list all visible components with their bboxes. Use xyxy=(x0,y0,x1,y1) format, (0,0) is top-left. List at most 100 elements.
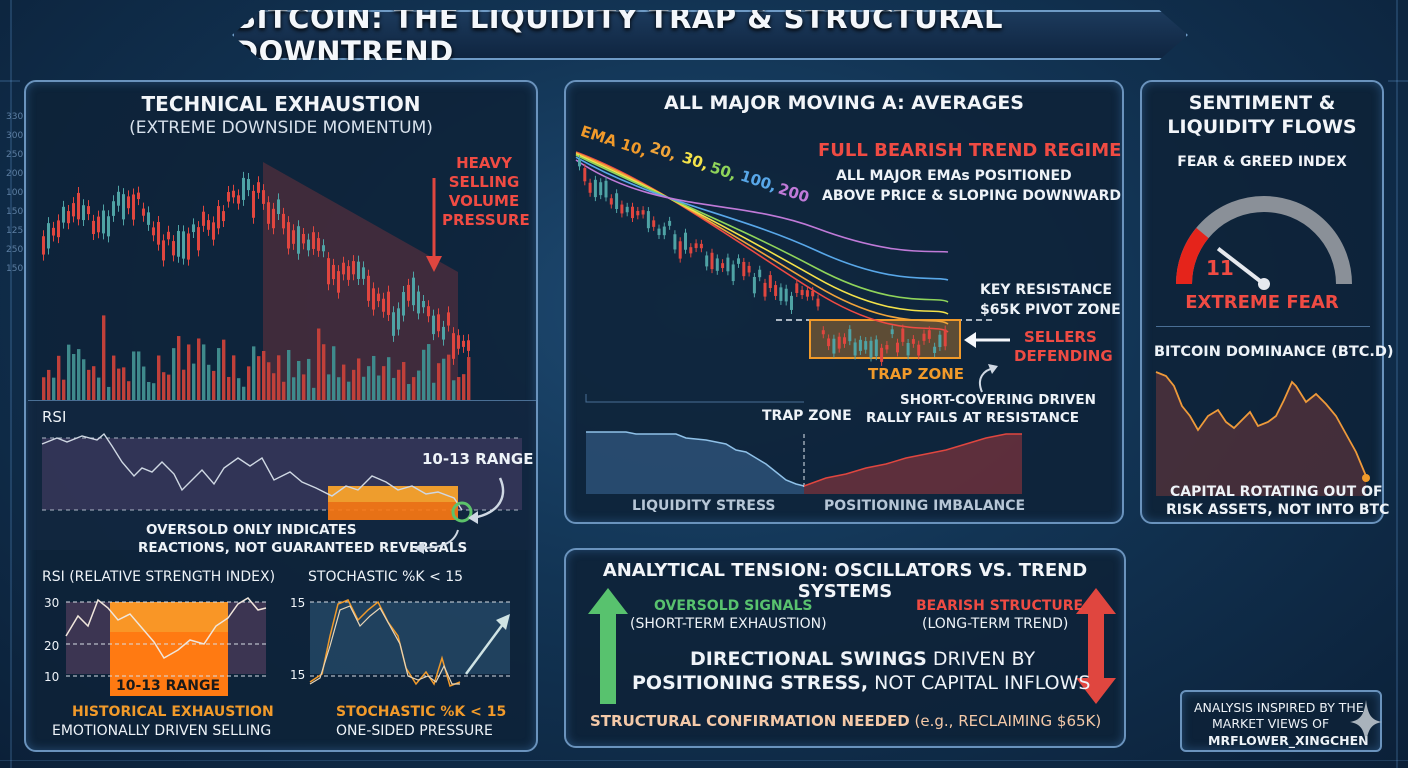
sparkle-icon xyxy=(1350,700,1382,744)
volume-bar xyxy=(222,339,226,400)
stoch-d-line xyxy=(309,605,460,685)
fear-greed-value: 11 xyxy=(1206,256,1234,280)
volume-bar xyxy=(42,377,46,400)
candle xyxy=(57,220,60,238)
dominance-note-2: RISK ASSETS, NOT INTO BTC xyxy=(1166,502,1390,518)
curved-arrow-icon xyxy=(978,364,998,393)
candle xyxy=(662,226,666,236)
candle xyxy=(758,269,762,278)
candle xyxy=(673,234,677,250)
candle xyxy=(615,193,619,210)
candle xyxy=(726,257,730,272)
candle xyxy=(837,336,841,349)
price-tick: 150 xyxy=(6,264,24,274)
candle xyxy=(800,289,804,296)
volume-bar xyxy=(407,384,411,400)
volume-bar xyxy=(162,372,166,400)
candle xyxy=(710,252,714,270)
candle xyxy=(192,224,195,233)
volume-bar xyxy=(337,377,341,400)
volume-bar xyxy=(437,363,441,400)
volume-bar xyxy=(372,355,376,400)
moving-averages-panel: ALL MAJOR MOVING A: AVERAGES EMA 10, 20,… xyxy=(564,80,1124,524)
volume-bar xyxy=(237,378,241,400)
volume-bar xyxy=(127,381,131,400)
price-tick: 200 xyxy=(6,169,24,179)
volume-bar xyxy=(382,366,386,400)
candle xyxy=(332,264,335,280)
candle xyxy=(927,330,931,339)
candle xyxy=(182,231,185,259)
credit-line-1: ANALYSIS INSPIRED BY THE xyxy=(1194,700,1364,715)
candle xyxy=(864,341,868,350)
candle xyxy=(678,241,682,259)
sellers-label-2: DEFENDING xyxy=(1014,347,1113,365)
candle xyxy=(132,194,135,220)
gauge-fear-zone xyxy=(1176,227,1209,285)
candle xyxy=(107,216,110,237)
candle xyxy=(774,285,778,296)
rsi-tick: 30 xyxy=(44,596,60,610)
stoch-mini-caption-2: ONE-SIDED PRESSURE xyxy=(336,723,493,739)
liquidity-chart xyxy=(585,394,1022,494)
candle xyxy=(127,196,130,209)
candle xyxy=(652,220,656,227)
candle xyxy=(362,267,365,279)
candle xyxy=(122,194,125,220)
candle xyxy=(442,326,445,340)
volume-bar xyxy=(142,366,146,400)
candle xyxy=(377,293,380,302)
volume-bar xyxy=(362,376,366,400)
volume-bar xyxy=(467,357,471,400)
volume-bar xyxy=(212,370,216,400)
candle xyxy=(197,227,200,251)
volume-bar xyxy=(147,381,151,400)
candle xyxy=(232,190,235,198)
volume-bar xyxy=(452,380,456,400)
down-arrow-icon xyxy=(426,178,442,272)
candle xyxy=(858,339,862,351)
candle xyxy=(407,284,410,301)
candle xyxy=(641,210,645,215)
candle xyxy=(167,231,170,240)
candle xyxy=(42,236,45,255)
candle xyxy=(843,337,846,344)
ema-line xyxy=(575,153,949,315)
volume-bar xyxy=(87,369,91,400)
dominance-line xyxy=(1155,371,1367,477)
price-tick: 100 xyxy=(6,188,24,198)
ema-line xyxy=(575,156,949,281)
volume-bar xyxy=(187,344,191,400)
sellers-label-1: SELLERS xyxy=(1024,328,1097,346)
ema-line xyxy=(575,154,949,303)
candle xyxy=(152,227,155,236)
price-tick: 330 xyxy=(6,112,24,122)
positioning-label: POSITIONING IMBALANCE xyxy=(824,498,1026,514)
volume-bar xyxy=(292,377,296,400)
volume-bar xyxy=(377,375,381,400)
candle xyxy=(922,333,926,341)
candle xyxy=(452,333,455,359)
rsi-mini-line xyxy=(65,597,267,660)
candle xyxy=(827,338,831,347)
volume-bar xyxy=(402,362,406,400)
candle xyxy=(631,206,634,219)
volume-bar xyxy=(172,348,176,400)
candle xyxy=(367,275,370,301)
candle xyxy=(938,334,942,348)
volume-bar xyxy=(347,381,351,400)
candle xyxy=(609,198,613,205)
volume-bar xyxy=(102,315,106,400)
candle xyxy=(890,329,894,335)
analytical-tension-panel: ANALYTICAL TENSION: OSCILLATORS VS. TREN… xyxy=(564,548,1126,748)
volume-bar xyxy=(82,359,86,400)
price-axis: 330 300 250 200 100 150 125 250 150 xyxy=(6,108,24,279)
candle xyxy=(157,222,160,245)
volume-bar xyxy=(207,364,211,400)
rsi-chart xyxy=(41,432,522,523)
volume-bar xyxy=(397,369,401,400)
ema-line xyxy=(575,159,949,253)
candle xyxy=(267,202,270,224)
volume-bar xyxy=(52,377,56,400)
candle xyxy=(242,177,245,200)
